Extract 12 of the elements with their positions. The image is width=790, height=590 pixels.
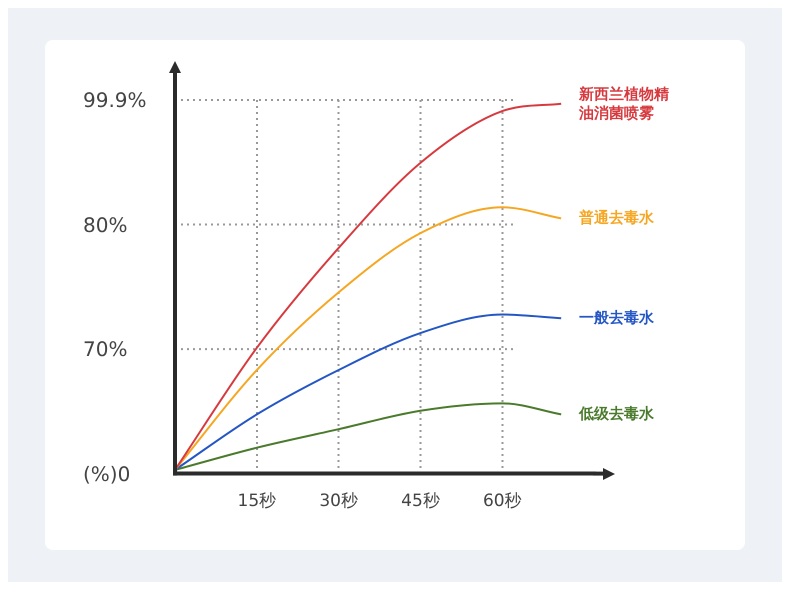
- series-label: 普通去毒水: [579, 208, 656, 228]
- text: 99.9%: [83, 88, 147, 112]
- series-label: 低级去毒水: [579, 404, 656, 424]
- series-label: 一般去毒水: [579, 308, 656, 328]
- text: 70%: [83, 337, 128, 362]
- x-tick-label: 60秒: [482, 491, 522, 512]
- text: (%)0: [83, 462, 130, 486]
- x-tick-label: 30秒: [319, 491, 358, 512]
- x-tick-label: 45秒: [401, 491, 440, 512]
- series-label: 新西兰植物精油消菌喷雾: [579, 84, 670, 123]
- text: 80%: [83, 212, 128, 237]
- x-tick-label: 15秒: [238, 491, 276, 512]
